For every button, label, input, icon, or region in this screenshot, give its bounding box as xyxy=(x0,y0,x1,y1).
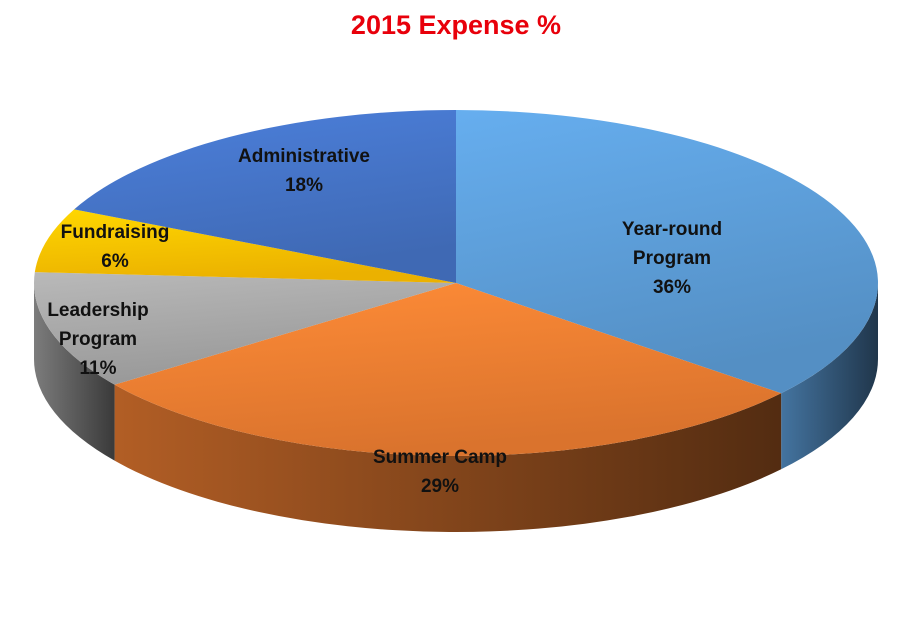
pie-slice-year-round-program[interactable] xyxy=(456,110,878,394)
chart-title: 2015 Expense % xyxy=(350,10,562,40)
pie-slice-summer-camp[interactable] xyxy=(114,283,782,456)
data-label-fundraising: Fundraising 6% xyxy=(61,222,170,272)
pie-side-year-round-program xyxy=(781,283,878,470)
data-label-year-round-program: Year-round Program 36% xyxy=(622,219,722,298)
pie-slice-administrative[interactable] xyxy=(74,109,456,283)
pie-slice-fundraising[interactable] xyxy=(34,209,456,283)
data-labels: Year-round Program 36% Summer Camp 29% Leader… xyxy=(47,146,722,497)
pie-side-walls xyxy=(34,283,878,533)
data-label-leadership-program: Leadership Program 11% xyxy=(47,300,148,379)
pie-side-summer-camp xyxy=(114,384,782,533)
pie-side-leadership-program xyxy=(34,283,115,461)
data-label-summer-camp: Summer Camp 29% xyxy=(373,447,507,497)
data-label-administrative: Administrative 18% xyxy=(238,146,370,196)
pie-top xyxy=(33,109,878,456)
pie-slice-leadership-program[interactable] xyxy=(33,272,456,385)
